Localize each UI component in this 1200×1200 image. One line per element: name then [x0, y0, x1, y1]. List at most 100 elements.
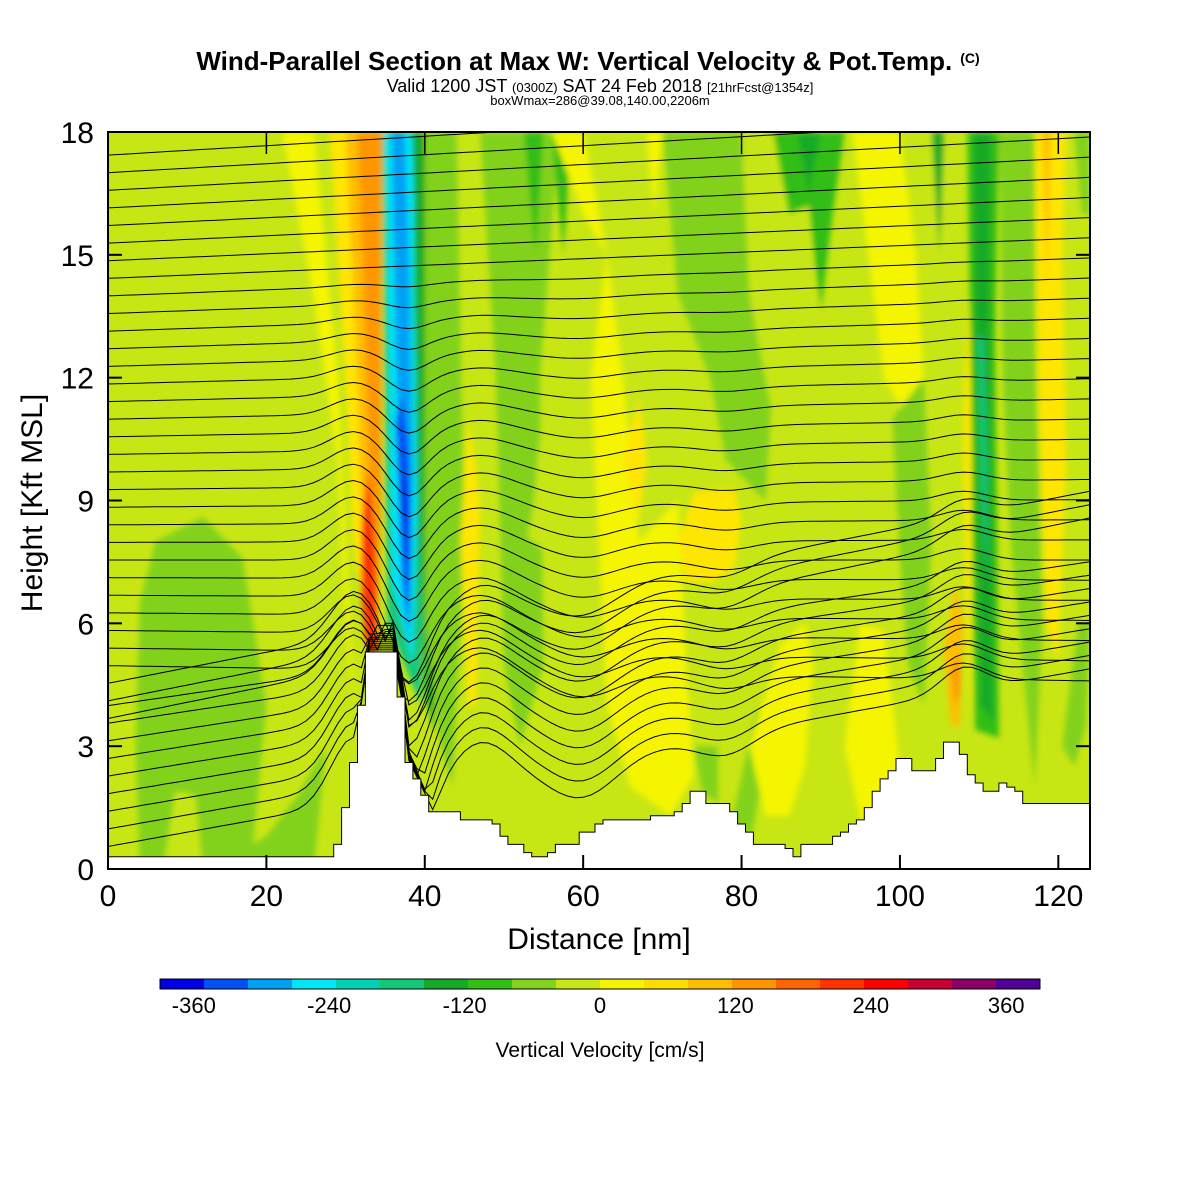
band-dblue-downdraft: [400, 475, 406, 534]
colorbar-swatch: [248, 979, 293, 989]
theta-contour: [108, 136, 1090, 191]
colorbar-tick-label: 0: [594, 993, 606, 1018]
band-lime-105: [923, 132, 956, 665]
theta-contour: [108, 217, 1090, 262]
colorbar: -360 -240 -120 0 120 240 360: [159, 978, 1041, 1018]
theta-contour: [108, 545, 1090, 622]
colorbar-tick-label: -360: [172, 993, 216, 1018]
theta-contour: [108, 640, 1090, 812]
band-mgreen-89: [773, 132, 845, 313]
band-lime-left-mid: [282, 172, 346, 706]
theta-contour: [108, 356, 1090, 392]
theta-contour: [108, 529, 1090, 601]
colorbar-swatch: [292, 979, 337, 989]
x-tick-label: 120: [1033, 880, 1083, 913]
theta-contour: [108, 647, 1090, 830]
band-dgreen-89: [797, 132, 821, 194]
theta-contour: [108, 277, 1090, 314]
colorbar-swatch: [556, 979, 601, 989]
theta-contour: [108, 317, 1090, 351]
band-lime-54: [527, 439, 548, 550]
colorbar-tick-label: -240: [307, 993, 351, 1018]
y-tick-label: 3: [77, 731, 94, 764]
theta-contour: [108, 594, 1090, 685]
theta-contour: [108, 297, 1090, 332]
theta-contour: [108, 587, 1090, 758]
band-green-40: [424, 132, 465, 788]
colorbar-swatch: [996, 979, 1041, 989]
band-green-124: [1074, 132, 1090, 214]
theta-contour: [108, 561, 1090, 643]
band-yellow-96: [844, 623, 900, 820]
colorbar-swatch: [732, 979, 777, 989]
theta-contour: [108, 496, 1090, 560]
theta-contour: [108, 574, 1090, 747]
theta-contour: [108, 156, 1090, 209]
theta-contour: [108, 376, 1090, 413]
band-green-left-low: [211, 746, 326, 869]
y-tick-label: 18: [61, 117, 94, 150]
theta-contour: [108, 132, 833, 174]
axis-ticks: 0 20 40 60 80 100 120 0 3 6 9 12 15 18: [61, 117, 1090, 913]
colorbar-swatch: [952, 979, 997, 989]
theta-contour: [108, 578, 1090, 664]
colorbar-tick-label: 360: [988, 993, 1025, 1018]
field-bands: [135, 132, 1090, 869]
theta-contour: [108, 600, 1090, 777]
band-lime-left-low: [163, 791, 203, 869]
subtitle-main: Valid 1200 JST: [387, 76, 512, 96]
theta-contour: [108, 447, 1090, 497]
band-gold-67: [622, 398, 647, 521]
x-tick-label: 60: [566, 880, 599, 913]
terrain-profile: [108, 651, 1090, 869]
theta-contour: [108, 257, 1090, 297]
theta-contour: [108, 512, 1090, 580]
colorbar-swatch: [600, 979, 645, 989]
x-tick-label: 0: [100, 880, 117, 913]
colorbar-swatch: [908, 979, 953, 989]
band-green-left: [135, 516, 267, 869]
x-tick-label: 20: [250, 880, 283, 913]
theta-contour: [108, 610, 1090, 706]
band-mgreen-53: [523, 132, 544, 255]
band-lime-88: [741, 132, 845, 706]
colorbar-tick-label: -120: [443, 993, 487, 1018]
colorbar-swatch: [512, 979, 557, 989]
box-max-note: boxWmax=286@39.08,140.00,2206m: [490, 93, 710, 108]
band-yellow-98: [852, 132, 924, 419]
chart-title: Wind-Parallel Section at Max W: Vertical…: [196, 46, 979, 76]
band-green-upper-mid: [662, 132, 774, 501]
band-lime-76: [686, 582, 726, 747]
subtitle-date: SAT 24 Feb 2018: [558, 76, 707, 96]
band-gold-76: [678, 488, 742, 583]
theta-contour: [108, 176, 1090, 226]
colorbar-swatch: [204, 979, 249, 989]
theta-contour: [108, 395, 1090, 434]
band-gold-108: [963, 295, 972, 722]
theta-contour: [108, 649, 1090, 847]
chart-subtitle: Valid 1200 JST (0300Z) SAT 24 Feb 2018 […: [387, 76, 814, 96]
band-orange-118: [1042, 132, 1051, 296]
theta-contour: [108, 430, 1090, 476]
colorbar-swatch: [424, 979, 469, 989]
chart-title-mark: (C): [960, 50, 979, 66]
y-tick-label: 9: [77, 486, 94, 519]
theta-contour: [108, 196, 1090, 244]
potential-temperature-contours: [108, 132, 1090, 847]
band-dorange-updraft: [357, 132, 382, 644]
band-dgreen-105: [931, 132, 945, 255]
colorbar-swatch: [468, 979, 513, 989]
colorbar-swatch: [380, 979, 425, 989]
chart-title-text: Wind-Parallel Section at Max W: Vertical…: [196, 46, 952, 76]
subtitle-utc: (0300Z): [512, 80, 558, 95]
theta-contour: [108, 237, 1090, 279]
theta-contour: [108, 624, 1090, 727]
x-tick-label: 40: [408, 880, 441, 913]
band-green-50: [480, 132, 560, 747]
colorbar-swatch: [820, 979, 865, 989]
theta-contour: [108, 337, 1090, 371]
theta-contour: [108, 479, 1090, 539]
theta-contour: [108, 613, 1090, 777]
terrain: [108, 651, 1090, 869]
